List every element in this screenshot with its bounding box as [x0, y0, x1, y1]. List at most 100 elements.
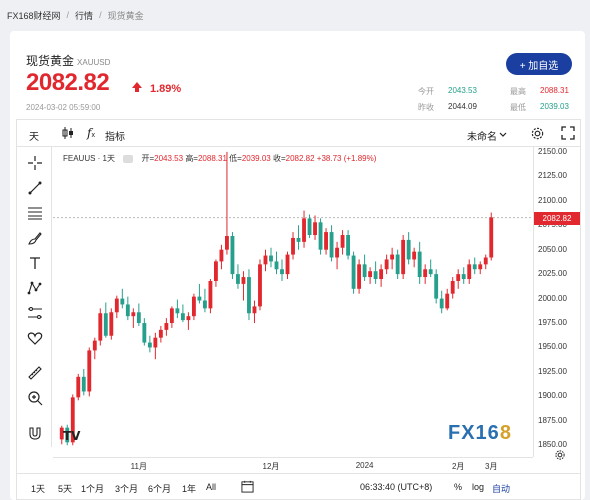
- up-arrow-icon-stem: [135, 87, 139, 92]
- stat-high: 最高 2088.31: [510, 86, 569, 96]
- auto-toggle[interactable]: 自动: [492, 484, 511, 494]
- breadcrumb-separator: /: [66, 10, 70, 20]
- range-all[interactable]: All: [206, 482, 217, 492]
- ruler-icon[interactable]: [27, 365, 43, 381]
- candle: [59, 425, 64, 445]
- chart-plot-area[interactable]: FEAUUS · 1天 开=2043.53 高=2088.31 低=2039.0…: [53, 147, 533, 457]
- candle: [384, 254, 389, 275]
- last-price: 2082.82: [26, 69, 110, 96]
- candle: [136, 303, 141, 326]
- date-range-icon[interactable]: [241, 480, 254, 495]
- x-tick-label: 2月: [451, 462, 465, 471]
- quote-card: 现货黄金 XAUUSD 2082.82 1.89% 2024-03-02 05:5…: [10, 31, 585, 500]
- brush-icon[interactable]: [27, 230, 43, 246]
- candle: [434, 269, 439, 304]
- breadcrumb-section[interactable]: 行情: [75, 10, 94, 21]
- legend-toggle-icon[interactable]: [123, 154, 134, 163]
- candle: [291, 232, 295, 260]
- legend-open: 2043.53: [154, 154, 184, 163]
- candle: [103, 302, 108, 338]
- indicator-fx-icon[interactable]: fx: [87, 126, 95, 140]
- candle: [472, 257, 477, 275]
- y-tick-label: 2075.00: [538, 220, 567, 230]
- candle: [202, 288, 207, 313]
- candle: [324, 228, 328, 255]
- range-3m[interactable]: 3个月: [115, 484, 139, 494]
- candle: [439, 290, 444, 314]
- candle: [186, 312, 191, 330]
- candle: [307, 214, 312, 238]
- candle: [120, 288, 125, 309]
- range-1m[interactable]: 1个月: [81, 484, 105, 494]
- breadcrumb-separator: /: [99, 10, 102, 20]
- candle: [423, 264, 428, 284]
- forecast-icon[interactable]: [27, 305, 43, 321]
- breadcrumb-home[interactable]: FX168财经网: [7, 10, 61, 21]
- range-1d[interactable]: 1天: [31, 484, 46, 494]
- stat-prev-close: 昨收 2044.09: [418, 102, 477, 112]
- candle: [219, 244, 224, 270]
- y-tick-label: 1975.00: [538, 318, 567, 328]
- fib-retracement-icon[interactable]: [27, 205, 43, 221]
- candle: [335, 241, 339, 270]
- candle: [142, 318, 147, 346]
- candle: [401, 235, 406, 280]
- change-percent: 1.89%: [150, 83, 182, 95]
- heart-icon[interactable]: [27, 330, 43, 346]
- range-5d[interactable]: 5天: [58, 484, 73, 494]
- candle: [158, 325, 163, 343]
- legend-low: 2039.03: [241, 154, 271, 163]
- tradingview-logo-icon[interactable]: 𝗧𝗩: [63, 429, 81, 443]
- price-axis[interactable]: 2150.00 2125.00 2100.00 2075.00 2050.00 2025.…: [533, 147, 580, 457]
- candle: [445, 288, 450, 311]
- candle: [489, 212, 494, 261]
- instrument-name: 现货黄金: [26, 54, 75, 68]
- legend-change: +38.73 (+1.89%): [316, 154, 377, 163]
- fullscreen-icon[interactable]: [561, 126, 575, 143]
- candle: [417, 241, 422, 284]
- zoom-in-icon[interactable]: [27, 390, 43, 406]
- add-watchlist-button[interactable]: + 加自选: [506, 53, 572, 75]
- candle: [252, 300, 257, 324]
- candle: [164, 318, 169, 336]
- legend-symbol: FEAUUS · 1天: [63, 154, 116, 163]
- candle-type-icon[interactable]: [61, 126, 75, 143]
- crosshair-icon[interactable]: [27, 155, 43, 171]
- pattern-icon[interactable]: [27, 280, 43, 296]
- range-1y[interactable]: 1年: [182, 484, 197, 494]
- candle: [280, 259, 284, 281]
- y-tick-label: 1900.00: [538, 391, 567, 401]
- candlestick-chart[interactable]: [53, 147, 533, 457]
- magnet-icon[interactable]: [27, 425, 43, 441]
- time-axis[interactable]: 11月 12月 2024 2月 3月: [53, 457, 533, 473]
- ohlc-legend: FEAUUS · 1天 开=2043.53 高=2088.31 低=2039.0…: [63, 154, 377, 163]
- candle: [225, 151, 229, 255]
- chevron-down-icon[interactable]: [499, 130, 507, 141]
- candle: [175, 299, 180, 319]
- x-tick-label: 12月: [262, 462, 280, 471]
- log-toggle[interactable]: log: [472, 482, 485, 492]
- candle: [109, 308, 114, 340]
- text-tool-icon[interactable]: [27, 255, 43, 271]
- layout-name[interactable]: 未命名: [467, 132, 497, 143]
- candle: [318, 218, 323, 255]
- range-6m[interactable]: 6个月: [148, 484, 172, 494]
- candle: [230, 232, 235, 280]
- legend-close: 2082.82: [285, 154, 315, 163]
- percent-toggle[interactable]: %: [454, 482, 463, 492]
- candle: [76, 373, 81, 401]
- y-tick-label: 2000.00: [538, 293, 567, 303]
- trendline-icon[interactable]: [27, 180, 43, 196]
- candle: [65, 424, 70, 446]
- candle: [114, 295, 119, 319]
- legend-high: 2088.31: [197, 154, 227, 163]
- candle: [390, 247, 395, 270]
- axis-settings-gear-icon[interactable]: [554, 448, 566, 466]
- indicators-button[interactable]: 指标: [105, 132, 125, 143]
- candle: [153, 332, 158, 360]
- candle: [351, 251, 356, 294]
- gear-icon[interactable]: [530, 126, 545, 144]
- interval-selector[interactable]: 天: [29, 132, 39, 143]
- clock-timezone[interactable]: 06:33:40 (UTC+8): [360, 482, 433, 492]
- y-tick-label: 2100.00: [538, 195, 567, 205]
